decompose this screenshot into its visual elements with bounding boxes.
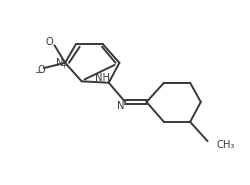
Text: O: O	[46, 37, 53, 47]
Text: NH: NH	[95, 73, 110, 83]
Text: CH₃: CH₃	[216, 140, 235, 150]
Text: −: −	[34, 68, 41, 77]
Text: N: N	[117, 100, 124, 110]
Text: +: +	[60, 61, 66, 70]
Text: O: O	[37, 65, 45, 75]
Text: N: N	[56, 58, 64, 68]
